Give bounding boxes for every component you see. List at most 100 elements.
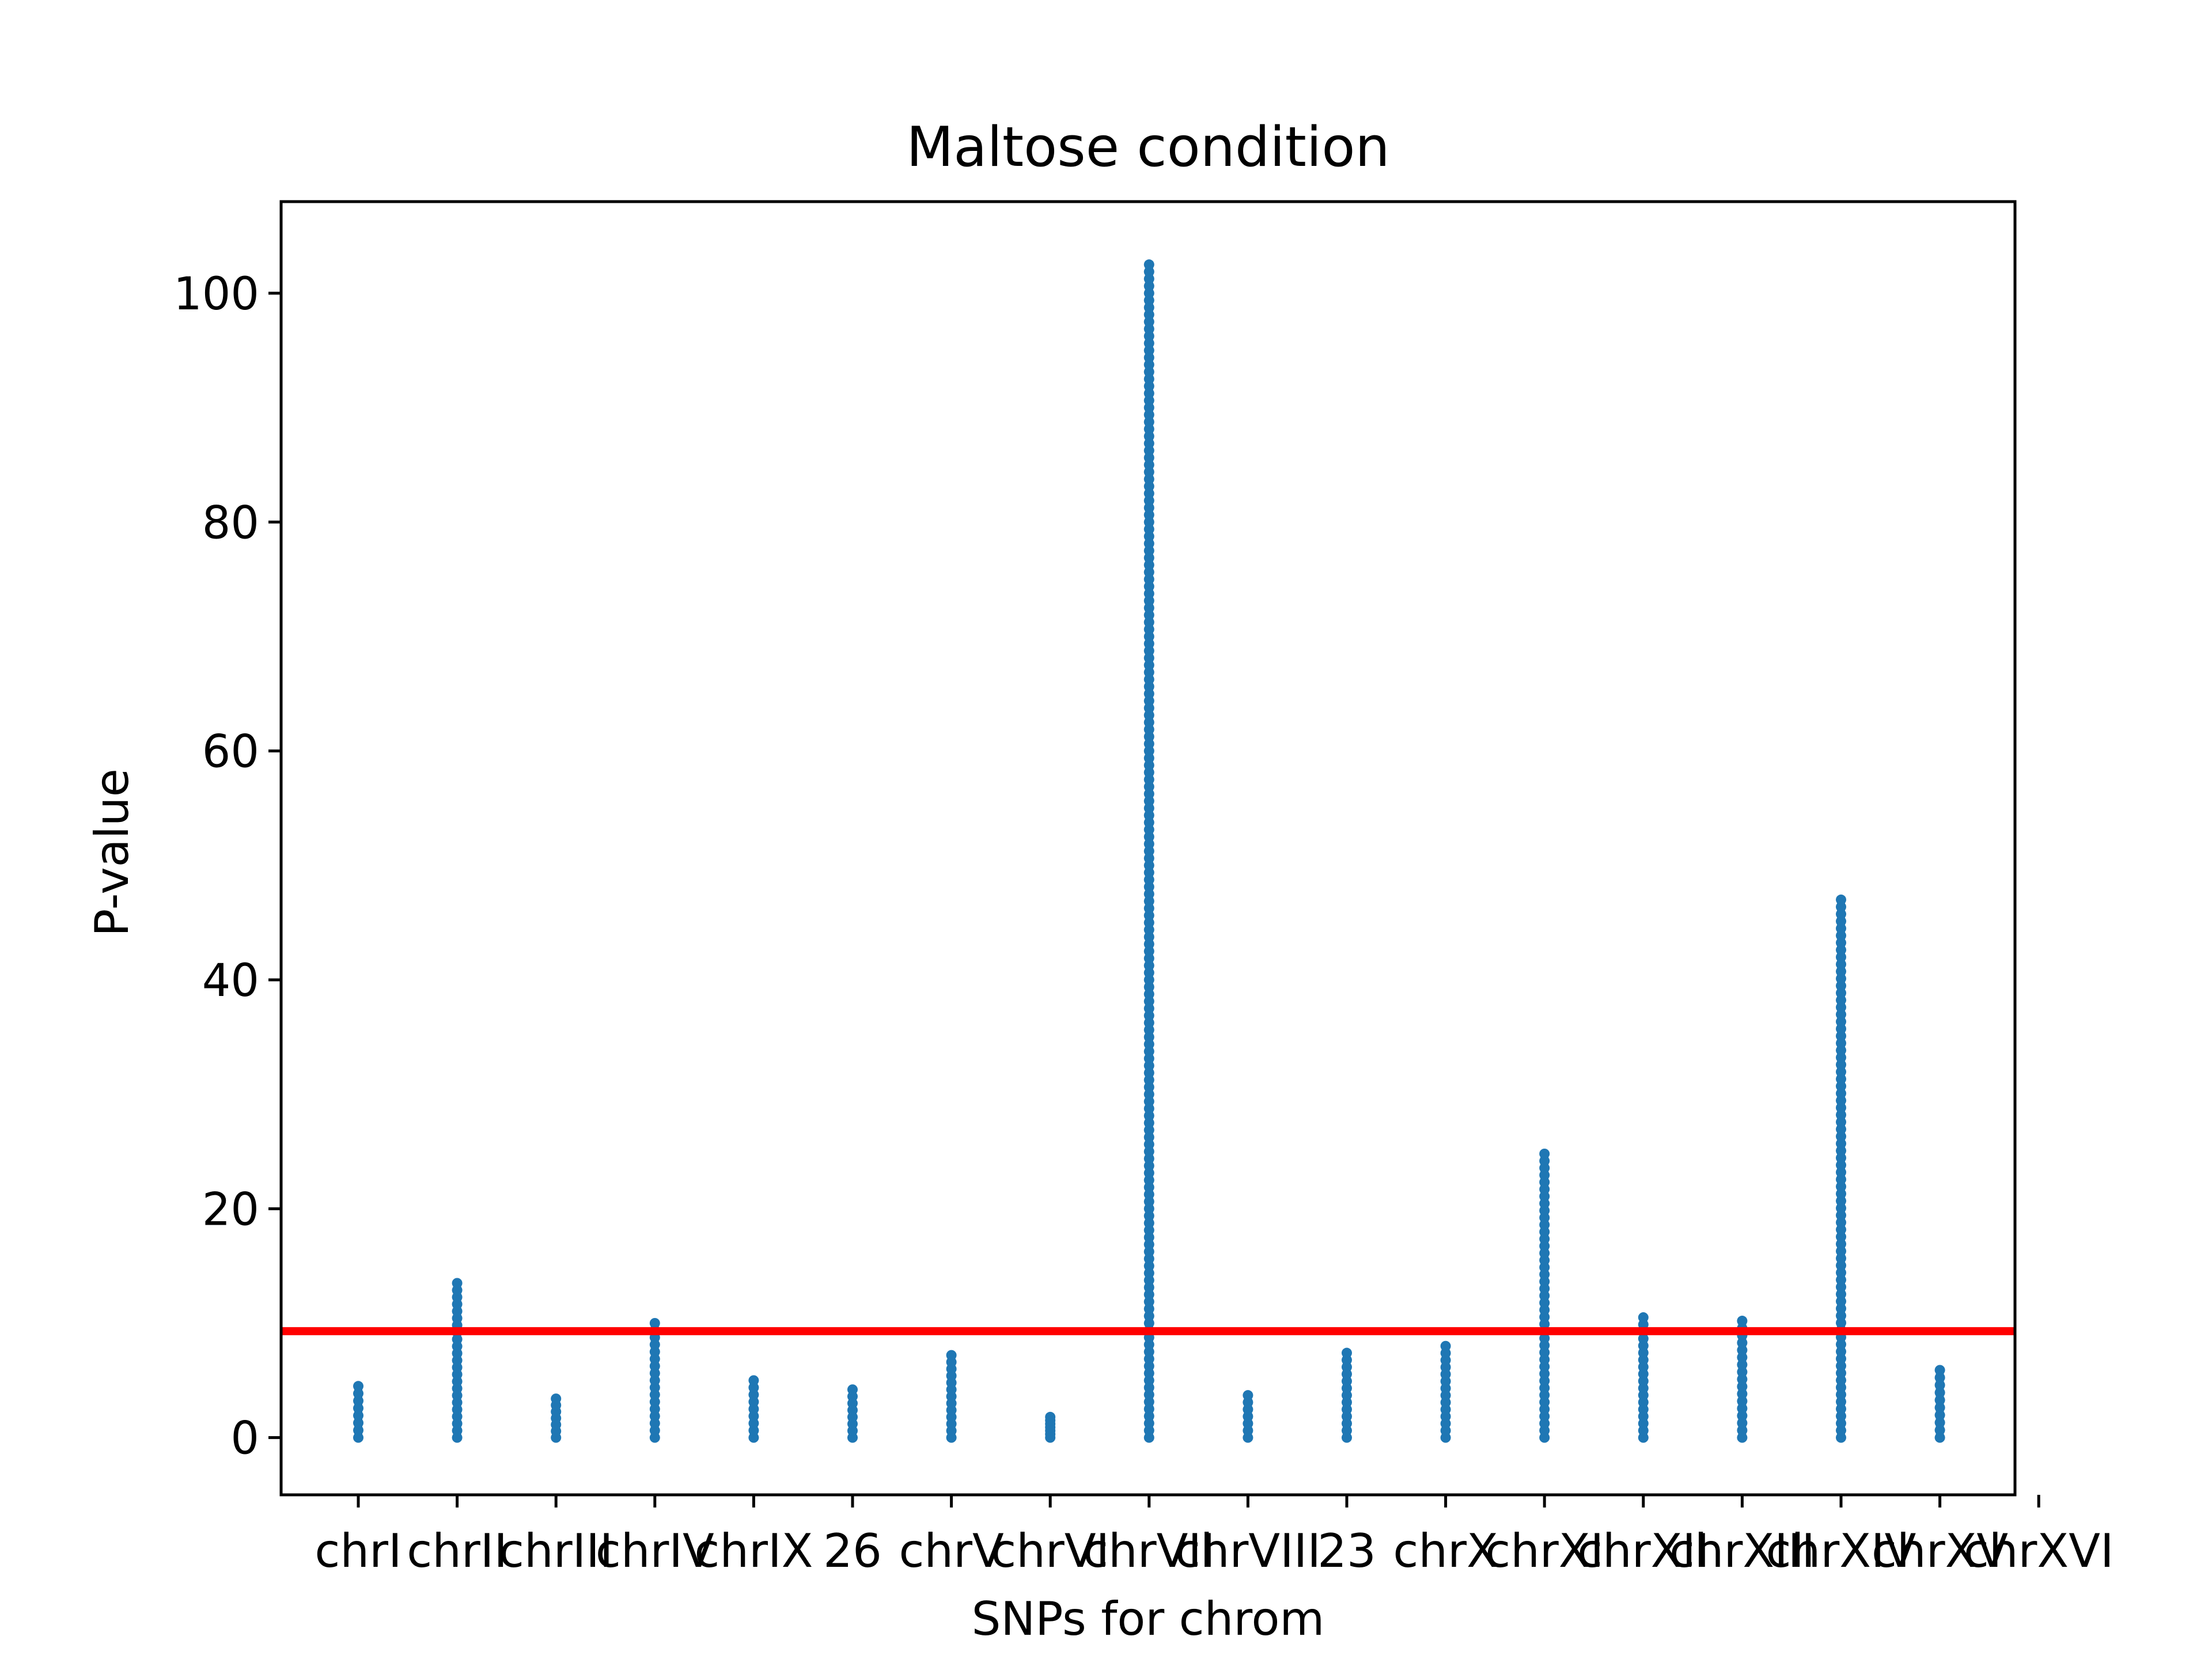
data-point <box>1143 1418 1154 1429</box>
data-point <box>1143 488 1154 499</box>
data-point <box>1143 338 1154 349</box>
data-point <box>1836 1238 1846 1249</box>
point-column-chrIII <box>551 1393 562 1443</box>
data-point <box>1143 781 1154 792</box>
data-point <box>1539 1191 1550 1202</box>
data-point <box>1143 1196 1154 1207</box>
data-point <box>1143 917 1154 928</box>
data-point <box>1143 1239 1154 1250</box>
data-point <box>1143 831 1154 842</box>
x-tick-label: chrXVI <box>1964 1524 2114 1578</box>
data-point <box>1737 1366 1748 1377</box>
data-point <box>1143 395 1154 406</box>
data-point <box>1143 373 1154 384</box>
data-point <box>1143 1411 1154 1422</box>
data-point <box>1836 1224 1846 1235</box>
data-point <box>1143 974 1154 985</box>
data-point <box>1836 1088 1846 1099</box>
data-point <box>1143 1382 1154 1393</box>
data-point <box>1836 966 1846 977</box>
data-point <box>1143 1003 1154 1014</box>
data-point <box>1143 345 1154 356</box>
data-point <box>1539 1347 1550 1358</box>
data-point <box>1143 1182 1154 1193</box>
data-point <box>748 1418 759 1429</box>
data-point <box>1836 973 1846 984</box>
data-point <box>1539 1177 1550 1188</box>
data-point <box>1143 1389 1154 1400</box>
data-point <box>1836 1418 1846 1429</box>
point-column-chrXI <box>1539 1148 1550 1443</box>
x-tick-label: 23 <box>1317 1524 1376 1578</box>
data-point <box>1539 1205 1550 1216</box>
data-point <box>1143 988 1154 999</box>
data-point <box>1143 1368 1154 1378</box>
data-point <box>1143 810 1154 821</box>
data-point <box>1836 1031 1846 1041</box>
data-point <box>1539 1276 1550 1287</box>
data-point <box>1143 609 1154 620</box>
x-tick-label: chrXIV <box>1766 1524 1916 1578</box>
point-column-chrX <box>1440 1340 1451 1443</box>
data-point <box>1539 1255 1550 1266</box>
data-point <box>1836 1059 1846 1070</box>
data-point <box>353 1403 363 1414</box>
data-point <box>1737 1352 1748 1363</box>
data-point <box>1143 1304 1154 1315</box>
data-point <box>1143 1361 1154 1372</box>
data-point <box>1143 745 1154 756</box>
data-point <box>452 1278 463 1289</box>
data-point <box>1836 1095 1846 1106</box>
point-column-chrVI <box>1045 1411 1056 1443</box>
data-point <box>1539 1389 1550 1400</box>
data-point <box>1143 1032 1154 1043</box>
data-point <box>1836 1389 1846 1400</box>
data-point <box>1143 903 1154 914</box>
data-point <box>1143 1253 1154 1264</box>
data-point <box>1143 1039 1154 1050</box>
chart-title: Maltose condition <box>906 116 1389 179</box>
data-point <box>1143 517 1154 528</box>
x-tick-label: chrII <box>407 1524 507 1578</box>
data-point <box>1737 1359 1748 1370</box>
data-point <box>1539 1340 1550 1351</box>
data-point <box>1836 1081 1846 1092</box>
data-point <box>1836 987 1846 998</box>
data-point <box>1836 902 1846 912</box>
point-column-chrV <box>946 1350 957 1443</box>
data-point <box>1737 1316 1748 1327</box>
data-point <box>1539 1404 1550 1415</box>
data-point <box>649 1389 660 1400</box>
data-point <box>1143 1189 1154 1200</box>
point-column-chrXV <box>1934 1365 1945 1443</box>
data-point <box>1143 1103 1154 1114</box>
data-point <box>1143 1203 1154 1214</box>
data-point <box>1836 1037 1846 1048</box>
x-tick-label: chrVII <box>1083 1524 1215 1578</box>
data-point <box>1539 1319 1550 1330</box>
data-point <box>1836 1116 1846 1127</box>
data-point <box>1539 1297 1550 1308</box>
data-point <box>1143 910 1154 921</box>
data-point <box>1539 1333 1550 1344</box>
data-point <box>1440 1340 1451 1351</box>
point-column-chrIV <box>649 1317 660 1443</box>
data-point <box>1836 1066 1846 1077</box>
point-column-26 <box>847 1384 858 1443</box>
data-point <box>1143 789 1154 800</box>
data-point <box>1836 1353 1846 1364</box>
data-point <box>1143 559 1154 570</box>
data-point <box>649 1425 660 1436</box>
data-point <box>649 1354 660 1365</box>
x-tick-label: chrVI <box>991 1524 1109 1578</box>
data-point <box>1143 967 1154 978</box>
data-point <box>1539 1198 1550 1209</box>
data-point <box>1737 1388 1748 1399</box>
data-point <box>1934 1425 1945 1435</box>
data-point <box>649 1432 660 1443</box>
data-point <box>1836 1052 1846 1063</box>
data-point <box>649 1361 660 1372</box>
data-point <box>1836 1181 1846 1192</box>
data-point <box>1836 1203 1846 1214</box>
